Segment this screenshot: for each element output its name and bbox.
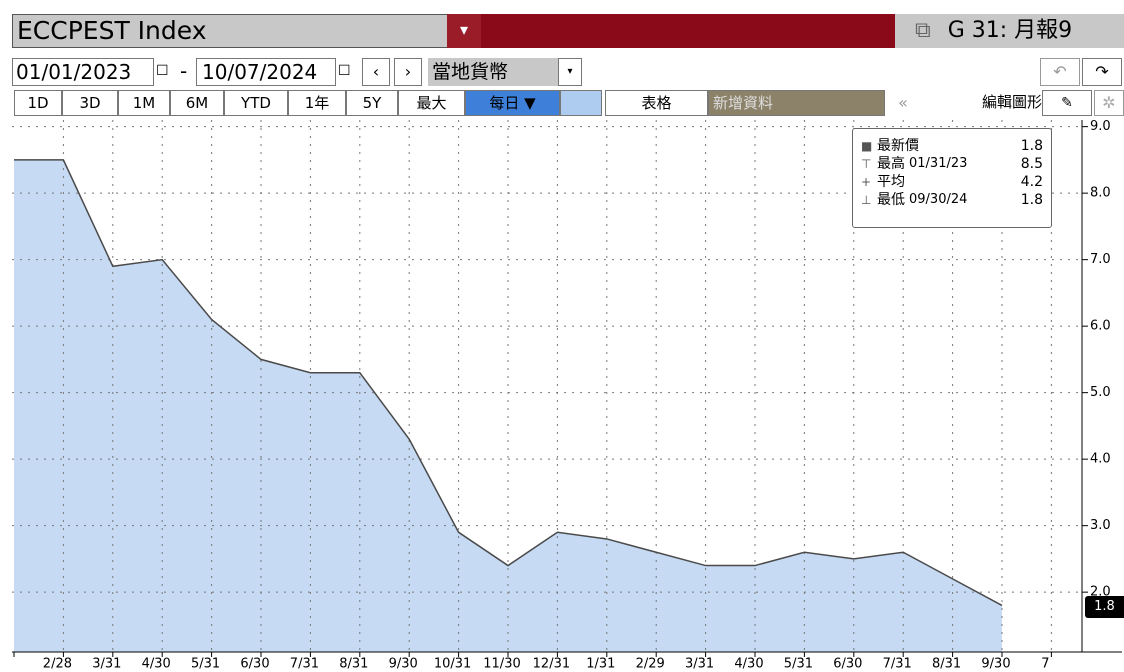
legend-label: 平均 bbox=[877, 174, 905, 190]
x-tick-label: 4/30 bbox=[142, 657, 171, 672]
legend-symbol: ■ bbox=[861, 139, 873, 153]
legend-symbol: ⊤ bbox=[861, 157, 872, 171]
y-tick-label: 7.0 bbox=[1090, 252, 1111, 267]
x-tick-label: 11/30 bbox=[483, 657, 520, 672]
line bbox=[14, 159, 1003, 607]
x-tick-label: 7/31 bbox=[883, 657, 912, 672]
x-tick-label: 2/29 bbox=[636, 657, 665, 672]
legend-symbol: ⊥ bbox=[861, 193, 872, 207]
y-tick-label: 8.0 bbox=[1090, 186, 1111, 201]
toolbar-button[interactable]: 6M bbox=[170, 90, 224, 116]
legend-label: 最高 bbox=[877, 156, 905, 172]
x-tick-label: 8/31 bbox=[932, 657, 961, 672]
prev-button[interactable]: ‹ bbox=[362, 58, 390, 86]
end-date[interactable]: 10/07/2024 bbox=[196, 58, 336, 86]
toolbar-button[interactable]: 5Y bbox=[346, 90, 398, 116]
legend-row: ⊤ 最高 01/31/23 8.5 bbox=[861, 155, 1043, 173]
export-icon[interactable]: ⧉ bbox=[915, 18, 938, 43]
toolbar-button[interactable]: 編輯圖形 bbox=[920, 90, 1042, 116]
undo-button[interactable]: ↶ bbox=[1040, 58, 1080, 86]
x-tick-label: 2/28 bbox=[43, 657, 72, 672]
x-tick-label: 12/31 bbox=[533, 657, 570, 672]
legend-date: 09/30/24 bbox=[909, 192, 968, 207]
legend-value: 1.8 bbox=[1020, 138, 1043, 154]
collapse-button[interactable]: « bbox=[898, 93, 908, 112]
legend: ■ 最新價 1.8 ⊤ 最高 01/31/23 8.5 + 平均 4.2 ⊥ 最低 09/30/24 1.… bbox=[852, 128, 1052, 228]
x-tick-label: 9/30 bbox=[389, 657, 418, 672]
edit-icon[interactable]: ✎ bbox=[1042, 90, 1092, 116]
x-tick-label: 6/30 bbox=[240, 657, 269, 672]
x-tick-label: 3/31 bbox=[92, 657, 121, 672]
last-value-label: 1.8 bbox=[1085, 596, 1124, 618]
date-separator: - bbox=[180, 59, 188, 83]
toolbar-button[interactable]: 1年 bbox=[288, 90, 346, 116]
legend-row: ■ 最新價 1.8 bbox=[861, 137, 1043, 155]
toolbar-button[interactable]: YTD bbox=[224, 90, 288, 116]
calendar-icon[interactable]: ☐ bbox=[156, 63, 169, 79]
x-tick-label: 4/30 bbox=[734, 657, 763, 672]
y-tick-label: 2.0 bbox=[1090, 585, 1111, 600]
calendar-icon[interactable]: ☐ bbox=[338, 63, 351, 79]
next-button[interactable]: › bbox=[394, 58, 422, 86]
x-tick-label: 10/31 bbox=[434, 657, 471, 672]
x-tick-label: 6/30 bbox=[833, 657, 862, 672]
security-title: ECCPEST Index bbox=[12, 14, 448, 48]
x-tick-label: 3/31 bbox=[685, 657, 714, 672]
toolbar-button[interactable]: 最大 bbox=[398, 90, 465, 116]
menu-arrow[interactable]: ▾ bbox=[447, 14, 481, 48]
y-tick-label: 4.0 bbox=[1090, 452, 1111, 467]
x-tick-label: 5/31 bbox=[784, 657, 813, 672]
x-tick-label: 7 bbox=[1041, 657, 1049, 672]
currency-dropdown[interactable]: ▾ bbox=[558, 58, 582, 86]
chart-type-button[interactable] bbox=[560, 90, 602, 116]
x-tick-label: 1/31 bbox=[586, 657, 615, 672]
legend-value: 8.5 bbox=[1020, 156, 1043, 172]
x-tick-label: 7/31 bbox=[290, 657, 319, 672]
toolbar-button[interactable]: 表格 bbox=[605, 90, 708, 116]
title-bar bbox=[481, 14, 895, 48]
toolbar-button[interactable]: 1M bbox=[118, 90, 170, 116]
x-tick-label: 8/31 bbox=[339, 657, 368, 672]
x-tick-label: 9/30 bbox=[981, 657, 1010, 672]
legend-date: 01/31/23 bbox=[909, 156, 968, 171]
toolbar-button[interactable]: 每日 ▼ bbox=[465, 90, 560, 116]
legend-row: + 平均 4.2 bbox=[861, 173, 1043, 191]
y-tick-label: 6.0 bbox=[1090, 319, 1111, 334]
legend-label: 最新價 bbox=[877, 138, 919, 154]
start-date[interactable]: 01/01/2023 bbox=[12, 58, 154, 86]
legend-value: 1.8 bbox=[1020, 192, 1043, 208]
currency-select[interactable]: 當地貨幣 bbox=[428, 58, 558, 86]
x-tick-label: 5/31 bbox=[191, 657, 220, 672]
y-tick-label: 3.0 bbox=[1090, 518, 1111, 533]
toolbar-button[interactable]: 1D bbox=[14, 90, 62, 116]
legend-symbol: + bbox=[861, 175, 872, 189]
y-tick-label: 9.0 bbox=[1090, 119, 1111, 134]
legend-value: 4.2 bbox=[1020, 174, 1043, 190]
toolbar-button[interactable]: 3D bbox=[62, 90, 118, 116]
function-name: G 31: 月報9 bbox=[947, 18, 1073, 43]
y-tick-label: 5.0 bbox=[1090, 385, 1111, 400]
legend-label: 最低 bbox=[877, 192, 905, 208]
legend-row: ⊥ 最低 09/30/24 1.8 bbox=[861, 191, 1043, 209]
function-bar: ⧉ G 31: 月報9 bbox=[895, 14, 1124, 48]
redo-button[interactable]: ↷ bbox=[1082, 58, 1122, 86]
toolbar-button[interactable]: 新增資料 bbox=[708, 90, 885, 116]
